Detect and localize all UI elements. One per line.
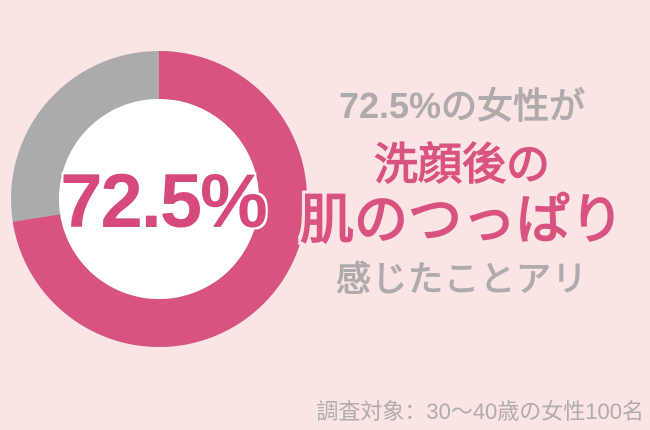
headline-line3-keyphrase: 肌のつっぱり <box>300 190 624 250</box>
donut-center-label: 72.5% <box>60 159 268 244</box>
headline-line2-context: 洗顔後の <box>374 140 550 189</box>
donut-chart <box>11 51 307 347</box>
donut-arc-primary <box>11 51 307 347</box>
headline-line4-result: 感じたことアリ <box>335 260 588 299</box>
survey-footnote: 調査対象：30〜40歳の女性100名 <box>316 399 644 424</box>
headline-line1-stat: 72.5%の女性が <box>338 85 586 126</box>
donut-hole <box>59 99 259 299</box>
